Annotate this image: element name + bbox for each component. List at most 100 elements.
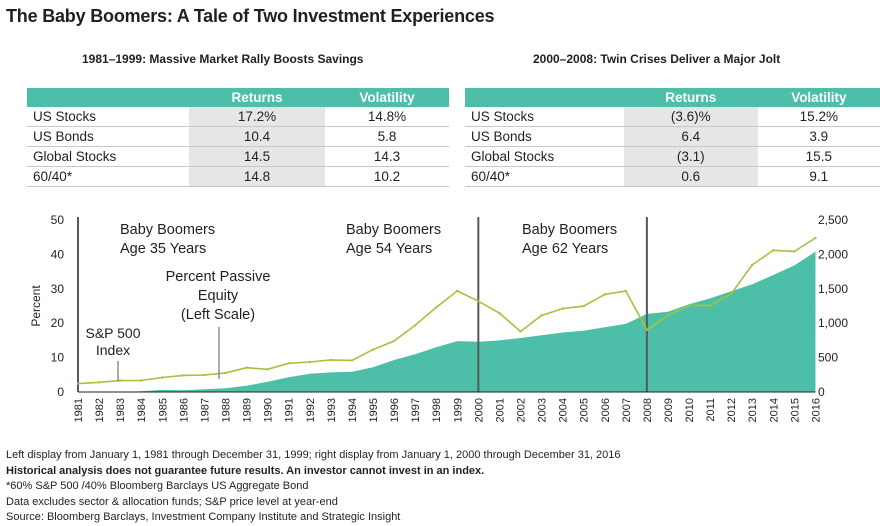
sp500-point (309, 361, 311, 363)
row-volatility: 3.9 (758, 127, 880, 147)
note-data: Data excludes sector & allocation funds;… (6, 495, 621, 511)
y-tick-label-right: 1,500 (818, 282, 848, 296)
x-tick-label: 1986 (178, 398, 190, 422)
note-disclaimer: Historical analysis does not guarantee f… (6, 464, 621, 480)
row-label: 60/40* (27, 167, 189, 187)
x-tick-label: 2014 (768, 398, 780, 422)
y-tick-label-right: 2,000 (818, 247, 848, 261)
x-tick-label: 2016 (810, 398, 822, 422)
x-tick-label: 2003 (537, 398, 549, 422)
table-row: Global Stocks 14.5 14.3 (27, 147, 449, 167)
x-tick-label: 1993 (326, 398, 338, 422)
boomer-label: Age 54 Years (346, 241, 432, 257)
x-tick-label: 1999 (452, 398, 464, 422)
x-tick-label: 1990 (263, 398, 275, 422)
passive-annotation: Percent Passive (166, 269, 271, 285)
x-tick-label: 1989 (242, 398, 254, 422)
header-volatility: Volatility (325, 88, 449, 107)
row-returns: 14.5 (189, 147, 325, 167)
sp500-point (646, 329, 648, 331)
sp500-point (414, 324, 416, 326)
header-blank (27, 88, 189, 107)
sp500-point (330, 359, 332, 361)
page-title: The Baby Boomers: A Tale of Two Investme… (6, 6, 494, 27)
row-volatility: 10.2 (325, 167, 449, 187)
boomer-label: Age 62 Years (522, 241, 608, 257)
x-tick-label: 1994 (347, 398, 359, 422)
sp500-point (604, 293, 606, 295)
right-returns-table: Returns Volatility US Stocks (3.6)% 15.2… (465, 88, 880, 187)
y-axis-label: Percent (29, 285, 43, 327)
y-tick-label-right: 1,000 (818, 316, 848, 330)
y-tick-label-right: 2,500 (818, 213, 848, 227)
x-tick-label: 2006 (600, 398, 612, 422)
sp500-point (540, 314, 542, 316)
sp500-point (119, 379, 121, 381)
row-label: US Stocks (27, 107, 189, 127)
x-tick-label: 2008 (642, 398, 654, 422)
table-header-row: Returns Volatility (465, 88, 880, 107)
row-label: 60/40* (465, 167, 624, 187)
sp500-point (751, 264, 753, 266)
row-label: US Bonds (465, 127, 624, 147)
row-label: Global Stocks (27, 147, 189, 167)
table-row: US Stocks (3.6)% 15.2% (465, 107, 880, 127)
table-row: 60/40* 0.6 9.1 (465, 167, 880, 187)
x-tick-label: 2000 (473, 398, 485, 422)
sp500-point (477, 300, 479, 302)
passive-annotation: (Left Scale) (181, 307, 255, 323)
x-tick-label: 1985 (157, 398, 169, 422)
y-tick-label-left: 40 (51, 247, 65, 261)
sp500-point (730, 293, 732, 295)
sp500-point (161, 376, 163, 378)
row-returns: 14.8 (189, 167, 325, 187)
boomer-label: Baby Boomers (120, 222, 215, 238)
sp500-point (625, 290, 627, 292)
sp500-point (288, 362, 290, 364)
sp500-point (561, 307, 563, 309)
x-tick-label: 1998 (431, 398, 443, 422)
x-tick-label: 2009 (663, 398, 675, 422)
x-tick-label: 1995 (368, 398, 380, 422)
row-label: Global Stocks (465, 147, 624, 167)
sp500-point (245, 367, 247, 369)
sp500-point (77, 382, 79, 384)
table-row: US Stocks 17.2% 14.8% (27, 107, 449, 127)
sp500-point (498, 312, 500, 314)
row-volatility: 15.2% (758, 107, 880, 127)
y-tick-label-left: 30 (51, 282, 65, 296)
row-volatility: 5.8 (325, 127, 449, 147)
left-returns-table: Returns Volatility US Stocks 17.2% 14.8%… (27, 88, 449, 187)
note-6040: *60% S&P 500 /40% Bloomberg Barclays US … (6, 479, 621, 495)
y-tick-label-right: 500 (818, 351, 838, 365)
sp500-point (582, 305, 584, 307)
row-returns: 10.4 (189, 127, 325, 147)
sp500-point (203, 374, 205, 376)
x-tick-label: 1984 (136, 398, 148, 422)
y-tick-label-right: 0 (818, 385, 825, 399)
row-label: US Stocks (465, 107, 624, 127)
x-tick-label: 2004 (558, 398, 570, 422)
sp500-point (224, 372, 226, 374)
right-panel-title: 2000–2008: Twin Crises Deliver a Major J… (533, 52, 780, 66)
y-tick-label-left: 0 (57, 385, 64, 399)
row-volatility: 9.1 (758, 167, 880, 187)
x-tick-label: 2012 (726, 398, 738, 422)
sp500-point (351, 359, 353, 361)
left-panel-title: 1981–1999: Massive Market Rally Boosts S… (82, 52, 363, 66)
x-tick-label: 2013 (747, 398, 759, 422)
sp500-point (688, 304, 690, 306)
x-tick-label: 2002 (515, 398, 527, 422)
x-tick-label: 1982 (94, 398, 106, 422)
sp500-point (372, 348, 374, 350)
boomer-label: Age 35 Years (120, 241, 206, 257)
y-tick-label-left: 10 (51, 351, 65, 365)
boomer-label: Baby Boomers (522, 222, 617, 238)
row-label: US Bonds (27, 127, 189, 147)
sp500-point (98, 381, 100, 383)
sp500-point (793, 250, 795, 252)
x-tick-label: 2001 (494, 398, 506, 422)
row-returns: 6.4 (624, 127, 758, 147)
sp500-annotation: S&P 500 (85, 325, 140, 341)
x-tick-label: 2010 (684, 398, 696, 422)
